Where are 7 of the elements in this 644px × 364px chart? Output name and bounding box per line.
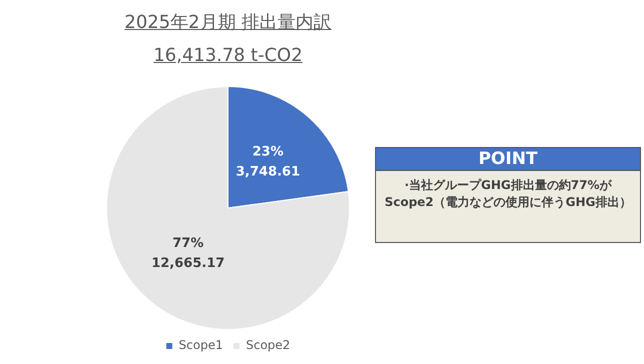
- chart-subtitle: 16,413.78 t-CO2: [153, 45, 303, 66]
- data-label: 77% 12,665.17: [151, 236, 225, 272]
- text: POINT: [376, 148, 640, 171]
- legend-label: Scope1: [178, 338, 224, 352]
- data-label: 23% 3,748.61: [236, 144, 300, 180]
- text: ·当社グループGHG排出量の約77%がScope2（電力などの使用に伴うGHG排出）: [384, 177, 632, 211]
- legend-label: Scope2: [246, 338, 290, 352]
